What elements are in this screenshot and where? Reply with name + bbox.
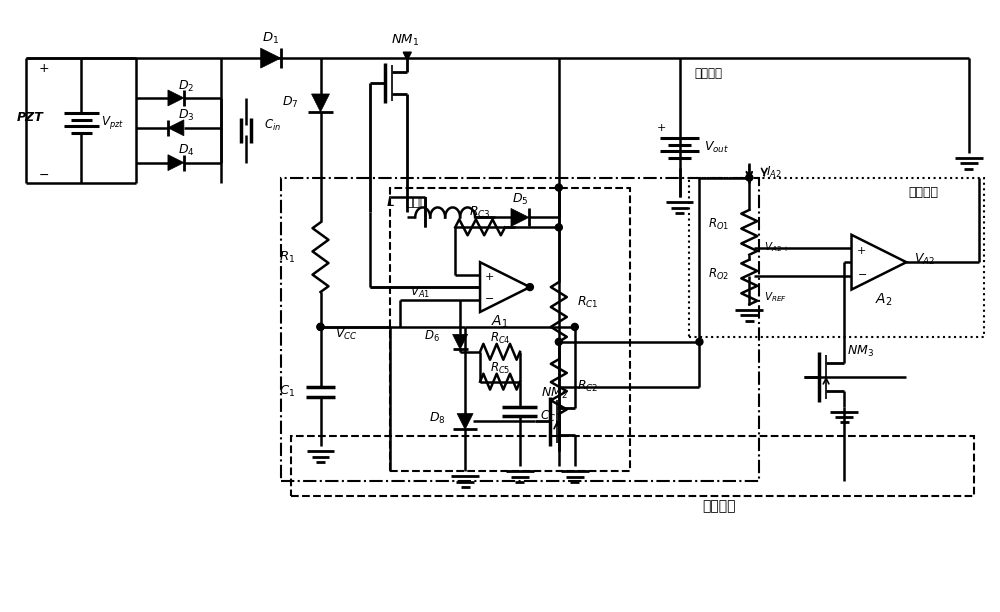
Polygon shape (480, 262, 530, 312)
Text: $D_5$: $D_5$ (512, 192, 528, 207)
Text: $R_{O1}$: $R_{O1}$ (708, 217, 729, 232)
Bar (291, 436, 974, 496)
Text: 振荡器: 振荡器 (405, 196, 428, 209)
Text: $V_{A2+}$: $V_{A2+}$ (764, 241, 790, 254)
Polygon shape (852, 235, 906, 289)
Text: $-$: $-$ (484, 292, 494, 302)
Text: $L$: $L$ (386, 195, 395, 209)
Polygon shape (511, 209, 529, 226)
Text: $D_1$: $D_1$ (262, 31, 279, 46)
Circle shape (317, 323, 324, 330)
Text: $D_2$: $D_2$ (178, 78, 194, 94)
Text: $-$: $-$ (38, 168, 49, 181)
Text: $C_1$: $C_1$ (279, 384, 296, 399)
Polygon shape (168, 90, 184, 106)
Text: $D_6$: $D_6$ (424, 329, 440, 345)
Text: $R_{C3}$: $R_{C3}$ (469, 205, 491, 220)
Text: $V_{out}$: $V_{out}$ (704, 140, 730, 155)
Text: +: + (857, 246, 866, 256)
Text: $A_2$: $A_2$ (875, 292, 893, 308)
Text: +: + (485, 272, 494, 282)
Polygon shape (168, 155, 184, 171)
Bar (689, 177, 984, 337)
Text: $NM_2$: $NM_2$ (541, 386, 568, 401)
Bar (390, 187, 630, 471)
Text: $V_{A1}$: $V_{A1}$ (410, 285, 430, 300)
Text: +: + (657, 123, 666, 133)
Text: $V_{REF}$: $V_{REF}$ (764, 290, 787, 304)
Polygon shape (457, 414, 473, 430)
Text: $D_3$: $D_3$ (178, 108, 194, 124)
Polygon shape (168, 120, 184, 136)
Text: $D_8$: $D_8$ (429, 411, 445, 426)
Text: $V_{CC}$: $V_{CC}$ (335, 327, 358, 343)
Text: $-$: $-$ (857, 268, 867, 278)
Text: $NM_1$: $NM_1$ (391, 32, 419, 48)
Text: PZT: PZT (16, 111, 43, 124)
Circle shape (555, 184, 562, 191)
Polygon shape (403, 52, 411, 60)
Polygon shape (261, 48, 281, 68)
Text: 启动电路: 启动电路 (703, 499, 736, 513)
Text: $I_{A2}$: $I_{A2}$ (766, 165, 782, 180)
Circle shape (571, 323, 578, 330)
Text: $R_1$: $R_1$ (279, 250, 296, 265)
Text: $A_1$: $A_1$ (491, 314, 509, 330)
Text: $V_{pzt}$: $V_{pzt}$ (101, 114, 124, 132)
Polygon shape (312, 94, 329, 112)
Polygon shape (453, 334, 468, 349)
Text: $D_7$: $D_7$ (282, 95, 299, 111)
Text: $R_{C2}$: $R_{C2}$ (577, 379, 598, 394)
Text: 过压保护: 过压保护 (909, 186, 939, 199)
Text: +: + (38, 62, 49, 75)
Circle shape (526, 283, 533, 291)
Text: $R_{C1}$: $R_{C1}$ (577, 294, 598, 310)
Circle shape (555, 338, 562, 345)
Text: $NM_3$: $NM_3$ (847, 344, 874, 359)
Text: $C_C$: $C_C$ (540, 409, 556, 424)
Text: $D_4$: $D_4$ (178, 143, 194, 159)
Circle shape (696, 338, 703, 345)
Text: $V_{A2}$: $V_{A2}$ (914, 252, 935, 267)
Circle shape (317, 323, 324, 330)
Circle shape (555, 224, 562, 231)
Circle shape (746, 174, 753, 181)
Text: $R_{O2}$: $R_{O2}$ (708, 267, 729, 282)
Text: 储能器件: 储能器件 (694, 67, 722, 80)
Text: $R_{C5}$: $R_{C5}$ (490, 361, 510, 376)
Bar (281, 177, 759, 481)
Text: $R_{C4}$: $R_{C4}$ (490, 331, 510, 346)
Text: $C_{in}$: $C_{in}$ (264, 118, 281, 133)
